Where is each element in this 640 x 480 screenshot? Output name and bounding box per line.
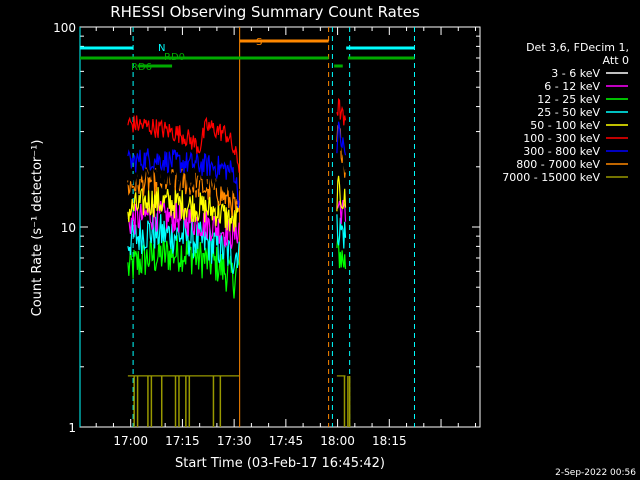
- footer-timestamp: 2-Sep-2022 00:56: [555, 468, 636, 478]
- legend-label: 7000 - 15000 keV: [502, 171, 600, 184]
- legend-label: 100 - 300 keV: [523, 132, 600, 145]
- x-tick-label: 17:00: [113, 434, 148, 448]
- legend-label: 25 - 50 keV: [537, 106, 600, 119]
- chart-title: RHESSI Observing Summary Count Rates: [110, 3, 420, 21]
- series-line: [127, 235, 240, 299]
- chart-ylabel: Count Rate (s⁻¹ detector⁻¹): [30, 140, 45, 317]
- legend-label: 800 - 7000 keV: [516, 158, 600, 171]
- legend-label: 50 - 100 keV: [530, 119, 600, 132]
- series-line: [336, 121, 347, 156]
- y-tick-label: 10: [61, 221, 76, 235]
- series-line: [127, 213, 240, 274]
- x-tick-label: 17:30: [217, 434, 252, 448]
- series-line: [127, 115, 240, 173]
- flag-label: S: [256, 37, 262, 48]
- legend-label: 300 - 800 keV: [523, 145, 600, 158]
- x-tick-label: 18:15: [372, 434, 407, 448]
- chart-xlabel: Start Time (03-Feb-17 16:45:42): [175, 456, 385, 471]
- y-tick-label: 100: [53, 21, 76, 35]
- series-line: [336, 97, 347, 126]
- series-line: [127, 187, 240, 232]
- series-line: [127, 200, 240, 249]
- legend-header: Det 3,6, FDecim 1,: [526, 41, 629, 54]
- legend-label: 12 - 25 keV: [537, 93, 600, 106]
- series-line: [336, 175, 347, 212]
- series-line: [127, 148, 240, 208]
- flag-label: RD0: [164, 52, 185, 63]
- chart-marks: 100 10 1 17:00 17:15 17:30 17:45 18:00 18:15 NRD0…: [53, 21, 481, 448]
- flag-label: RD6: [131, 62, 152, 73]
- flag-label: N: [158, 43, 165, 54]
- legend-label: 3 - 6 keV: [551, 67, 600, 80]
- x-tick-label: 17:15: [165, 434, 200, 448]
- y-tick-label: 1: [68, 421, 76, 435]
- x-tick-label: 17:45: [269, 434, 304, 448]
- series-line: [336, 138, 347, 173]
- series-line: [336, 214, 347, 249]
- legend-label: 6 - 12 keV: [544, 80, 600, 93]
- legend-header: Att 0: [603, 54, 629, 67]
- x-tick-label: 18:00: [320, 434, 355, 448]
